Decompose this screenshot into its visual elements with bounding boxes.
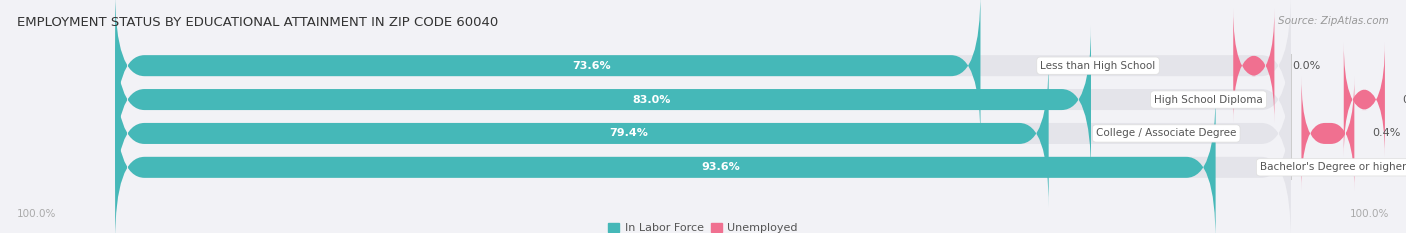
FancyBboxPatch shape [1302,76,1354,191]
Text: Less than High School: Less than High School [1040,61,1156,71]
Text: 73.6%: 73.6% [572,61,610,71]
Text: 79.4%: 79.4% [609,128,648,138]
FancyBboxPatch shape [1233,8,1274,123]
FancyBboxPatch shape [115,93,1291,233]
FancyBboxPatch shape [115,0,980,140]
FancyBboxPatch shape [115,25,1291,174]
Text: 0.0%: 0.0% [1292,61,1320,71]
Text: EMPLOYMENT STATUS BY EDUCATIONAL ATTAINMENT IN ZIP CODE 60040: EMPLOYMENT STATUS BY EDUCATIONAL ATTAINM… [17,16,498,29]
Text: Bachelor's Degree or higher: Bachelor's Degree or higher [1260,162,1406,172]
FancyBboxPatch shape [115,59,1291,208]
Text: High School Diploma: High School Diploma [1154,95,1263,105]
Text: 83.0%: 83.0% [633,95,671,105]
Legend: In Labor Force, Unemployed: In Labor Force, Unemployed [603,219,803,233]
FancyBboxPatch shape [115,59,1049,208]
Text: Source: ZipAtlas.com: Source: ZipAtlas.com [1278,16,1389,26]
FancyBboxPatch shape [115,0,1291,140]
Text: 100.0%: 100.0% [17,209,56,219]
Text: 0.4%: 0.4% [1372,128,1400,138]
FancyBboxPatch shape [1344,42,1385,157]
FancyBboxPatch shape [115,25,1091,174]
FancyBboxPatch shape [115,93,1216,233]
Text: 0.0%: 0.0% [1403,95,1406,105]
Text: 100.0%: 100.0% [1350,209,1389,219]
Text: 93.6%: 93.6% [702,162,740,172]
Text: College / Associate Degree: College / Associate Degree [1097,128,1236,138]
